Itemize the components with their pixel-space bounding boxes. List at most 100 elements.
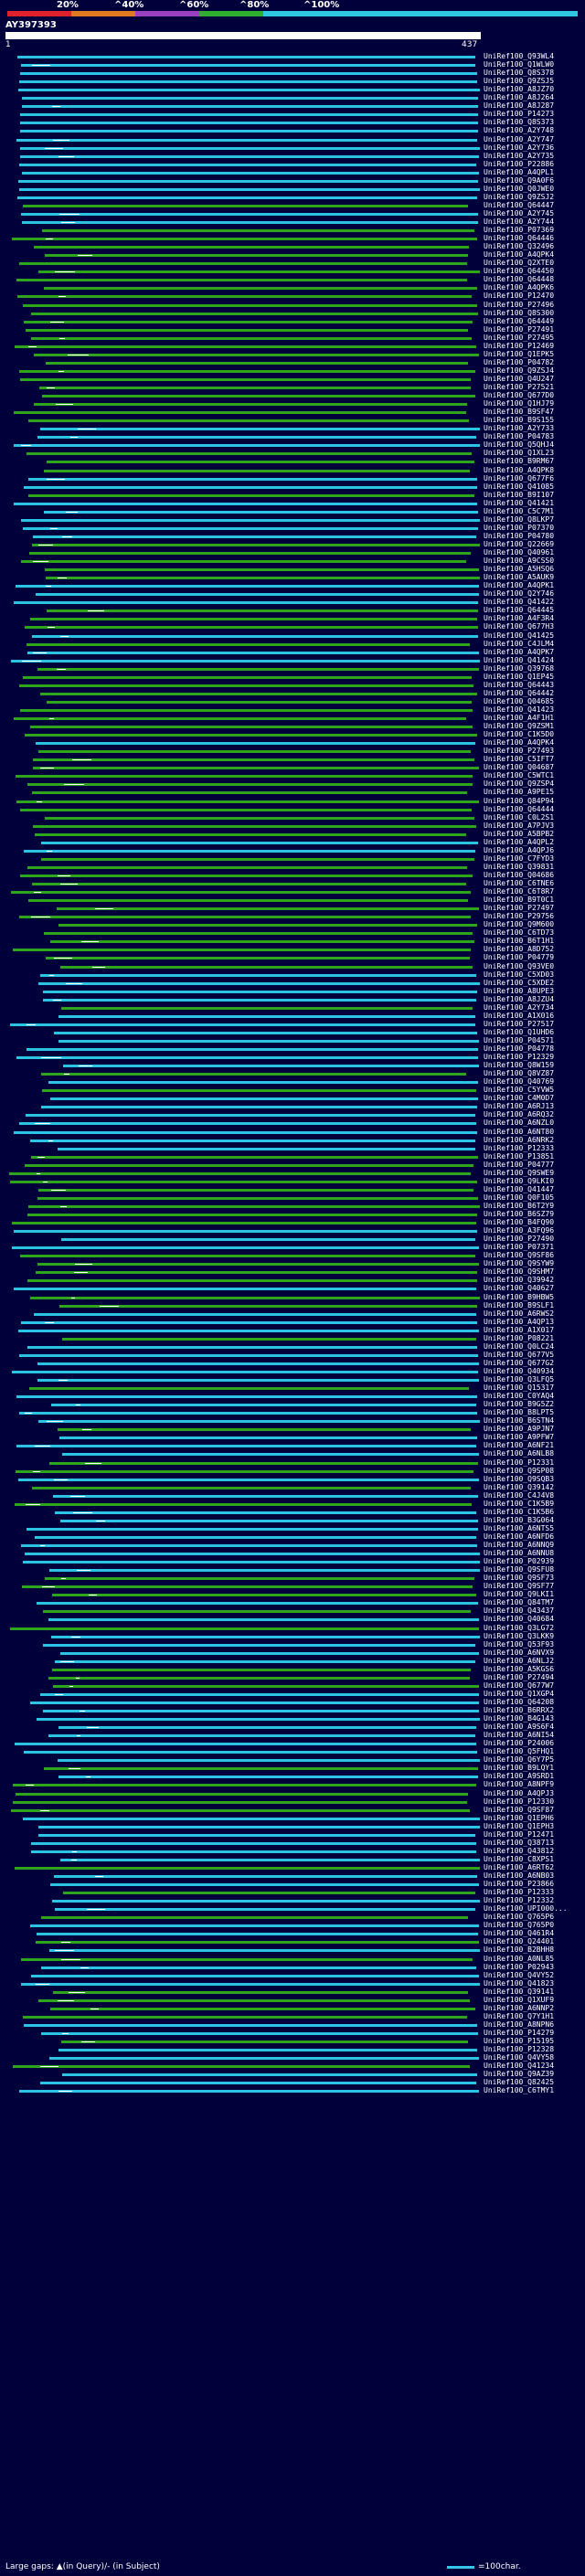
hit-row[interactable]: UniRef100_P29756 bbox=[0, 912, 585, 921]
hit-row[interactable]: UniRef100_P02943 bbox=[0, 1962, 585, 1972]
hit-label[interactable]: UniRef100_Q9SF77 bbox=[484, 1582, 555, 1591]
hit-label[interactable]: UniRef100_Q0LC24 bbox=[484, 1341, 555, 1351]
hit-row[interactable]: UniRef100_Q8S378 bbox=[0, 69, 585, 78]
hit-row[interactable]: UniRef100_Q84TM7 bbox=[0, 1598, 585, 1607]
hit-label[interactable]: UniRef100_B6T2Y9 bbox=[484, 1201, 555, 1210]
hit-label[interactable]: UniRef100_C5YVW5 bbox=[484, 1086, 555, 1095]
hit-label[interactable]: UniRef100_A8NPN6 bbox=[484, 2019, 555, 2029]
hit-label[interactable]: UniRef100_B9I107 bbox=[484, 490, 555, 499]
hit-row[interactable]: UniRef100_A6NNP2 bbox=[0, 2004, 585, 2013]
hit-label[interactable]: UniRef100_Q677V5 bbox=[484, 1350, 555, 1359]
hit-row[interactable]: UniRef100_A5AUK9 bbox=[0, 573, 585, 582]
hit-label[interactable]: UniRef100_Q1EP45 bbox=[484, 672, 555, 681]
hit-label[interactable]: UniRef100_A5BPB2 bbox=[484, 829, 555, 838]
hit-row[interactable]: UniRef100_A3FQ96 bbox=[0, 1226, 585, 1235]
hit-label[interactable]: UniRef100_P04779 bbox=[484, 953, 555, 962]
hit-row[interactable]: UniRef100_Q9SF73 bbox=[0, 1574, 585, 1583]
hit-label[interactable]: UniRef100_B6SZ79 bbox=[484, 1210, 555, 1218]
hit-label[interactable]: UniRef100_B9RM67 bbox=[484, 457, 555, 466]
hit-row[interactable]: UniRef100_C5IFT7 bbox=[0, 755, 585, 764]
hit-row[interactable]: UniRef100_Q2Y746 bbox=[0, 589, 585, 599]
hit-row[interactable]: UniRef100_A6NI54 bbox=[0, 1731, 585, 1740]
hit-label[interactable]: UniRef100_Q9ZSJ2 bbox=[484, 192, 555, 201]
hit-label[interactable]: UniRef100_A9PJN7 bbox=[484, 1425, 555, 1434]
hit-label[interactable]: UniRef100_P02939 bbox=[484, 1557, 555, 1566]
hit-row[interactable]: UniRef100_A6NLB8 bbox=[0, 1449, 585, 1458]
hit-row[interactable]: UniRef100_Q1XGP4 bbox=[0, 1690, 585, 1699]
hit-label[interactable]: UniRef100_P04783 bbox=[484, 432, 555, 441]
hit-row[interactable]: UniRef100_P04780 bbox=[0, 532, 585, 541]
hit-row[interactable]: UniRef100_Q1EPK5 bbox=[0, 350, 585, 359]
hit-label[interactable]: UniRef100_B9LQY1 bbox=[484, 1764, 555, 1773]
hit-row[interactable]: UniRef100_Q677D0 bbox=[0, 391, 585, 400]
hit-row[interactable]: UniRef100_C4M0D7 bbox=[0, 1094, 585, 1103]
hit-row[interactable]: UniRef100_Q1UHD6 bbox=[0, 1028, 585, 1037]
hit-label[interactable]: UniRef100_P24006 bbox=[484, 1739, 555, 1748]
hit-row[interactable]: UniRef100_B6STN4 bbox=[0, 1416, 585, 1426]
hit-label[interactable]: UniRef100_A6NZL0 bbox=[484, 1118, 555, 1128]
hit-label[interactable]: UniRef100_A4F3R4 bbox=[484, 614, 555, 623]
hit-row[interactable]: UniRef100_Q9SYW9 bbox=[0, 1259, 585, 1268]
hit-label[interactable]: UniRef100_Q4VY52 bbox=[484, 1970, 555, 1979]
hit-row[interactable]: UniRef100_Q93VE0 bbox=[0, 962, 585, 971]
hit-label[interactable]: UniRef100_Q0JWE0 bbox=[484, 184, 555, 193]
hit-label[interactable]: UniRef100_Q0F105 bbox=[484, 1193, 555, 1202]
hit-label[interactable]: UniRef100_A4QPK1 bbox=[484, 581, 555, 590]
hit-row[interactable]: UniRef100_Q2XTE0 bbox=[0, 259, 585, 268]
hit-row[interactable]: UniRef100_A9PE15 bbox=[0, 788, 585, 797]
hit-row[interactable]: UniRef100_Q765P6 bbox=[0, 1913, 585, 1922]
hit-label[interactable]: UniRef100_B4FQ90 bbox=[484, 1218, 555, 1227]
hit-label[interactable]: UniRef100_Q2Y746 bbox=[484, 589, 555, 599]
hit-row[interactable]: UniRef100_P12329 bbox=[0, 1053, 585, 1062]
hit-label[interactable]: UniRef100_Q38713 bbox=[484, 1838, 555, 1847]
hit-row[interactable]: UniRef100_C5YVW5 bbox=[0, 1086, 585, 1095]
hit-row[interactable]: UniRef100_P14273 bbox=[0, 110, 585, 119]
hit-label[interactable]: UniRef100_P02943 bbox=[484, 1962, 555, 1971]
hit-label[interactable]: UniRef100_Q9SF87 bbox=[484, 1805, 555, 1814]
hit-row[interactable]: UniRef100_A4QPJ6 bbox=[0, 846, 585, 855]
hit-label[interactable]: UniRef100_P29756 bbox=[484, 912, 555, 921]
hit-label[interactable]: UniRef100_A6RWS2 bbox=[484, 1309, 555, 1318]
hit-row[interactable]: UniRef100_Q9M600 bbox=[0, 920, 585, 929]
hit-row[interactable]: UniRef100_P15195 bbox=[0, 2037, 585, 2046]
hit-label[interactable]: UniRef100_A6NLB8 bbox=[484, 1449, 555, 1458]
hit-label[interactable]: UniRef100_Q39141 bbox=[484, 1987, 555, 1996]
hit-label[interactable]: UniRef100_Q32496 bbox=[484, 242, 555, 251]
hit-label[interactable]: UniRef100_B9HBW5 bbox=[484, 1292, 555, 1301]
hit-label[interactable]: UniRef100_Q5QHJ4 bbox=[484, 440, 555, 450]
hit-row[interactable]: UniRef100_P04571 bbox=[0, 1036, 585, 1045]
hit-label[interactable]: UniRef100_A2Y733 bbox=[484, 424, 555, 433]
hit-row[interactable]: UniRef100_C5XD03 bbox=[0, 970, 585, 980]
hit-label[interactable]: UniRef100_A4QPL1 bbox=[484, 167, 555, 176]
hit-row[interactable]: UniRef100_C4J4V8 bbox=[0, 1491, 585, 1500]
hit-row[interactable]: UniRef100_C6TD73 bbox=[0, 928, 585, 938]
hit-label[interactable]: UniRef100_Q8W159 bbox=[484, 1061, 555, 1070]
hit-row[interactable]: UniRef100_UPI000... bbox=[0, 1904, 585, 1913]
hit-row[interactable]: UniRef100_B9SLF1 bbox=[0, 1301, 585, 1310]
hit-row[interactable]: UniRef100_B6T2Y9 bbox=[0, 1201, 585, 1211]
hit-label[interactable]: UniRef100_A6NF21 bbox=[484, 1441, 555, 1450]
hit-label[interactable]: UniRef100_A4QPK7 bbox=[484, 647, 555, 656]
hit-row[interactable]: UniRef100_C1K5B6 bbox=[0, 1508, 585, 1517]
hit-row[interactable]: UniRef100_A4QPK7 bbox=[0, 647, 585, 657]
hit-row[interactable]: UniRef100_P27497 bbox=[0, 904, 585, 913]
hit-label[interactable]: UniRef100_A8NPF9 bbox=[484, 1780, 555, 1789]
hit-label[interactable]: UniRef100_A8D752 bbox=[484, 945, 555, 954]
hit-row[interactable]: UniRef100_B4FQ90 bbox=[0, 1218, 585, 1227]
hit-row[interactable]: UniRef100_P12333 bbox=[0, 1144, 585, 1153]
hit-row[interactable]: UniRef100_C4JLM4 bbox=[0, 639, 585, 649]
hit-row[interactable]: UniRef100_A6RQ32 bbox=[0, 1110, 585, 1119]
hit-row[interactable]: UniRef100_Q84P94 bbox=[0, 797, 585, 806]
hit-label[interactable]: UniRef100_B9T0C1 bbox=[484, 896, 555, 905]
hit-row[interactable]: UniRef100_Q41423 bbox=[0, 705, 585, 715]
hit-row[interactable]: UniRef100_Q9SQB3 bbox=[0, 1475, 585, 1484]
hit-row[interactable]: UniRef100_Q38713 bbox=[0, 1839, 585, 1848]
hit-row[interactable]: UniRef100_C6TNE6 bbox=[0, 879, 585, 888]
hit-label[interactable]: UniRef100_Q9SWE9 bbox=[484, 1168, 555, 1177]
hit-row[interactable]: UniRef100_A2Y733 bbox=[0, 424, 585, 433]
hit-row[interactable]: UniRef100_B9T0C1 bbox=[0, 896, 585, 905]
hit-row[interactable]: UniRef100_Q9ZSJ5 bbox=[0, 77, 585, 86]
hit-label[interactable]: UniRef100_Q43812 bbox=[484, 1846, 555, 1855]
hit-label[interactable]: UniRef100_Q15317 bbox=[484, 1383, 555, 1393]
hit-label[interactable]: UniRef100_C4JLM4 bbox=[484, 639, 555, 648]
